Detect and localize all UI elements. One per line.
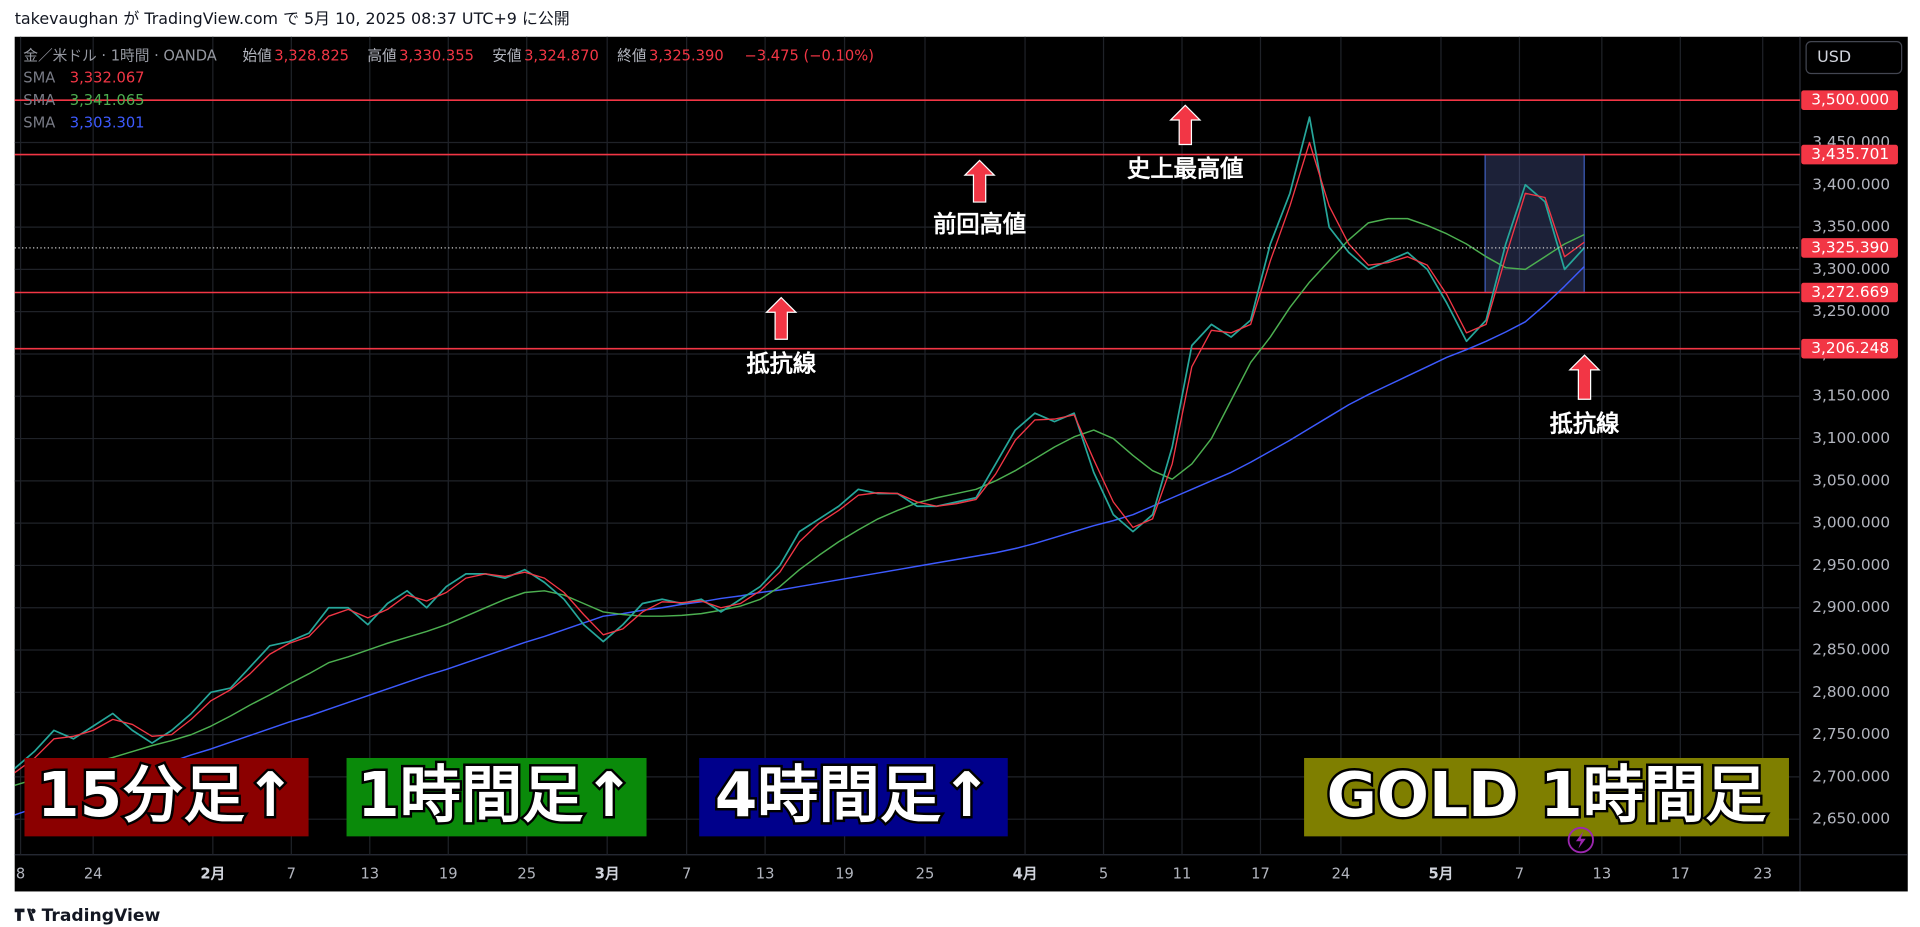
y-tick-label: 3,400.000 (1812, 175, 1890, 193)
x-tick-label: 7 (287, 865, 296, 882)
ohlc-value: 3,324.870 (524, 47, 599, 64)
y-tick-label: 2,950.000 (1812, 556, 1890, 574)
y-tick-label: 3,250.000 (1812, 302, 1890, 320)
x-tick-label: 7 (1515, 865, 1524, 882)
legend: 金／米ドル · 1時間 · OANDA 始値 3,328.825 高値 3,330.35… (23, 47, 874, 131)
x-tick-label: 19 (439, 865, 458, 882)
x-tick-label: 5月 (1429, 865, 1454, 882)
chart-panel (14, 36, 1908, 892)
price-tag (1801, 282, 1898, 303)
ohlc-value: 3,328.825 (274, 47, 349, 64)
x-tick-label: 2月 (200, 865, 225, 882)
annotation: 抵抗線 (1550, 410, 1621, 437)
y-tick-label: 3,150.000 (1812, 387, 1890, 405)
price-line (14, 116, 1585, 770)
ohlc-name: 高値 (367, 47, 397, 64)
ohlc-name: 安値 (492, 47, 522, 64)
legend-name: SMA (23, 69, 55, 86)
x-tick-label: 17 (1671, 865, 1690, 882)
price-tag (1801, 338, 1898, 359)
banner-text: 4時間足↑ (715, 760, 993, 831)
y-tick-label: 2,750.000 (1812, 725, 1890, 743)
x-tick-label: 25 (517, 865, 536, 882)
y-tick-label: 2,650.000 (1812, 810, 1890, 828)
x-tick-label: 13 (756, 865, 775, 882)
banner-texts: 15分足↑ 1時間足↑ 4時間足↑ GOLD 1時間足 (35, 758, 1769, 834)
x-tick-label: 11 (1173, 865, 1192, 882)
price-tag (1801, 90, 1898, 111)
arrow-up (1568, 354, 1601, 400)
legend-value: 3,341.065 (70, 92, 145, 109)
overlay: 史上最高値 前回高値 抵抗線 抵抗線 15分足↑ 1時間足↑ 4時間足↑ GOL… (24, 104, 1789, 854)
price-tag-label: 3,272.669 (1811, 283, 1889, 301)
y-tick-label: 3,000.000 (1812, 514, 1890, 532)
x-tick-label: 7 (682, 865, 691, 882)
price-tag (1801, 144, 1898, 165)
y-tick-label: 2,700.000 (1812, 767, 1890, 785)
legend-value: 3,332.067 (70, 69, 145, 86)
y-tick-label: 2,800.000 (1812, 683, 1890, 701)
banner (1304, 757, 1789, 837)
price-tag (1801, 238, 1898, 258)
x-tick-label: 4月 (1013, 865, 1038, 882)
highlight-box (1484, 153, 1585, 294)
x-tick-label: 19 (835, 865, 854, 882)
price-tag-label: 3,325.390 (1811, 238, 1889, 256)
plot: 8 24 2月 7 13 19 25 3月 7 13 19 25 4月 5 11 17 24 5月 7 13 17 23 2… (14, 36, 1898, 882)
publish-info: takevaughan が TradingView.com で 5月 10, 2… (15, 9, 570, 28)
price-tag-label: 3,435.701 (1811, 145, 1889, 163)
x-tick-label: 5 (1099, 865, 1108, 882)
x-tick-label: 25 (916, 865, 935, 882)
price-tag-label: 3,206.248 (1811, 339, 1889, 357)
y-tick-label: 2,850.000 (1812, 641, 1890, 659)
banner (699, 757, 1008, 837)
ohlc-value: 3,330.355 (399, 47, 474, 64)
arrow-up (765, 296, 798, 340)
sma-line (14, 141, 1585, 774)
sma-line (14, 217, 1585, 787)
x-tick-label: 23 (1753, 865, 1772, 882)
x-tick-label: 3月 (595, 865, 620, 882)
price-tag-label: 3,500.000 (1811, 91, 1889, 109)
y-tick-label: 3,100.000 (1812, 429, 1890, 447)
alert-icon-bolt (1575, 831, 1586, 849)
legend-value: 3,303.301 (70, 115, 145, 132)
x-tick-label: 24 (84, 865, 103, 882)
arrow-up (963, 159, 996, 203)
legend-name: SMA (23, 92, 55, 109)
x-tick-label: 13 (1592, 865, 1611, 882)
ohlc-name: 始値 (242, 47, 272, 64)
x-tick-label: 24 (1332, 865, 1351, 882)
arrow-up (1169, 104, 1202, 146)
banner-text: 15分足↑ (37, 760, 296, 831)
banner-text: 1時間足↑ (357, 760, 635, 831)
banner (346, 757, 647, 837)
ohlc-value: 3,325.390 (649, 47, 724, 64)
legend-name: SMA (23, 115, 55, 132)
annotation: 史上最高値 (1127, 156, 1243, 183)
currency-label: USD (1817, 47, 1851, 66)
brand-name: TradingView (42, 906, 161, 926)
y-tick-label: 3,350.000 (1812, 218, 1890, 236)
banner (24, 757, 309, 837)
sma-line (14, 266, 1585, 816)
x-tick-label: 8 (16, 865, 25, 882)
x-tick-label: 13 (360, 865, 379, 882)
currency-button[interactable] (1805, 41, 1903, 75)
symbol: 金／米ドル · 1時間 · OANDA (23, 47, 217, 64)
y-tick-label: 3,300.000 (1812, 260, 1890, 278)
y-tick-label: 2,900.000 (1812, 598, 1890, 616)
annotation: 前回高値 (933, 211, 1026, 238)
banner-text: GOLD 1時間足 (1327, 760, 1767, 831)
alert-icon[interactable] (1567, 826, 1594, 854)
brand-logo (14, 908, 36, 921)
y-tick-label: 3,050.000 (1812, 471, 1890, 489)
ohlc-name: 終値 (617, 47, 647, 64)
change: −3.475 (−0.10%) (744, 47, 873, 64)
annotation: 抵抗線 (746, 350, 817, 377)
x-tick-label: 17 (1251, 865, 1270, 882)
